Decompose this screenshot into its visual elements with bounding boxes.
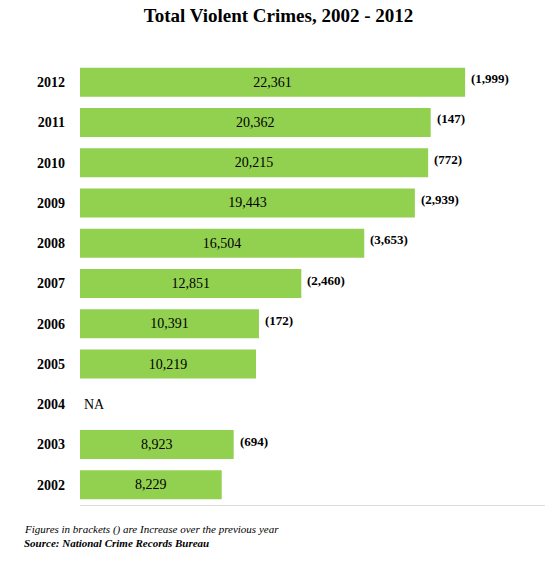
svg-text:10,391: 10,391 — [150, 316, 189, 331]
svg-text:2011: 2011 — [38, 115, 65, 130]
svg-text:2010: 2010 — [37, 156, 65, 171]
svg-text:Source: National Crime Records: Source: National Crime Records Bureau — [24, 537, 209, 549]
svg-text:(3,653): (3,653) — [370, 232, 408, 247]
svg-text:8,923: 8,923 — [141, 437, 173, 452]
svg-text:19,443: 19,443 — [228, 195, 266, 210]
svg-text:(2,460): (2,460) — [307, 273, 345, 288]
svg-text:22,361: 22,361 — [253, 75, 292, 90]
svg-text:2009: 2009 — [37, 196, 65, 211]
svg-text:NA: NA — [84, 397, 105, 412]
svg-text:20,362: 20,362 — [236, 115, 275, 130]
svg-text:12,851: 12,851 — [171, 276, 210, 291]
svg-text:8,229: 8,229 — [135, 477, 167, 492]
svg-text:2004: 2004 — [37, 397, 65, 412]
svg-text:2005: 2005 — [37, 357, 65, 372]
svg-text:2002: 2002 — [37, 478, 65, 493]
svg-text:(772): (772) — [434, 152, 462, 167]
svg-text:20,215: 20,215 — [235, 155, 274, 170]
svg-text:(147): (147) — [437, 111, 465, 126]
svg-text:Total Violent Crimes, 2002 - 2: Total Violent Crimes, 2002 - 2012 — [144, 5, 414, 26]
svg-text:10,219: 10,219 — [149, 357, 188, 372]
svg-text:2003: 2003 — [37, 437, 65, 452]
svg-text:2007: 2007 — [37, 276, 65, 291]
svg-text:2006: 2006 — [37, 317, 65, 332]
svg-text:2008: 2008 — [37, 236, 65, 251]
svg-text:(2,939): (2,939) — [421, 192, 459, 207]
svg-text:(1,999): (1,999) — [471, 71, 509, 86]
svg-text:Figures in brackets () are Inc: Figures in brackets () are Increase over… — [24, 523, 279, 536]
svg-text:2012: 2012 — [37, 75, 65, 90]
svg-text:(172): (172) — [265, 313, 293, 328]
svg-text:16,504: 16,504 — [203, 236, 242, 251]
svg-text:(694): (694) — [240, 434, 268, 449]
